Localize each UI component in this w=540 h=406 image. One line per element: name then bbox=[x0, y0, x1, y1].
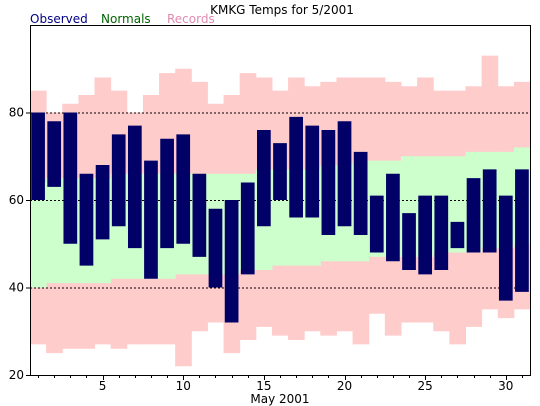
x-tick-label: 10 bbox=[176, 379, 191, 393]
normal-bar bbox=[46, 178, 63, 284]
x-axis: 5 10 15 20 25 30 bbox=[38, 375, 523, 393]
normal-bar bbox=[30, 182, 47, 288]
observed-bars bbox=[31, 112, 529, 323]
observed-bar bbox=[79, 173, 94, 266]
observed-bar bbox=[160, 138, 174, 249]
legend-records: Records bbox=[167, 12, 215, 26]
observed-bar bbox=[321, 130, 336, 235]
observed-bar bbox=[111, 134, 126, 227]
observed-bar bbox=[434, 195, 449, 270]
x-tick-label: 15 bbox=[256, 379, 271, 393]
x-axis-label: May 2001 bbox=[250, 392, 309, 406]
y-tick-label: 40 bbox=[9, 281, 24, 295]
chart-title: KMKG Temps for 5/2001 bbox=[210, 3, 354, 17]
observed-bar bbox=[418, 195, 433, 275]
observed-bar bbox=[224, 200, 239, 323]
observed-bar bbox=[208, 208, 223, 288]
observed-bar bbox=[402, 213, 416, 270]
observed-bar bbox=[386, 173, 400, 262]
observed-bar bbox=[47, 121, 62, 187]
observed-bar bbox=[240, 182, 255, 275]
legend-observed: Observed bbox=[30, 12, 88, 26]
y-tick-label: 20 bbox=[9, 368, 24, 382]
observed-bar bbox=[498, 195, 513, 301]
observed-bar bbox=[176, 134, 191, 244]
observed-bar bbox=[192, 173, 207, 257]
x-tick-label: 30 bbox=[498, 379, 513, 393]
observed-bar bbox=[257, 130, 271, 227]
observed-bar bbox=[466, 178, 481, 253]
observed-bar bbox=[482, 169, 497, 253]
observed-bar bbox=[289, 116, 303, 218]
y-tick-label: 80 bbox=[9, 106, 24, 120]
observed-bar bbox=[305, 125, 320, 218]
observed-bar bbox=[144, 160, 158, 279]
legend-normals: Normals bbox=[101, 12, 151, 26]
y-tick-label: 60 bbox=[9, 193, 24, 207]
x-tick-label: 25 bbox=[418, 379, 433, 393]
observed-bar bbox=[353, 151, 368, 235]
observed-bar bbox=[95, 165, 110, 240]
observed-bar bbox=[369, 195, 384, 253]
x-tick-label: 20 bbox=[337, 379, 352, 393]
observed-bar bbox=[31, 112, 45, 200]
x-tick-label: 5 bbox=[99, 379, 107, 393]
observed-bar bbox=[63, 112, 78, 244]
observed-bar bbox=[273, 143, 287, 200]
observed-bar bbox=[450, 221, 465, 249]
observed-bar bbox=[127, 125, 142, 249]
observed-bar bbox=[337, 121, 352, 227]
observed-bar bbox=[515, 169, 529, 292]
y-axis: 20 40 60 80 bbox=[9, 106, 30, 382]
